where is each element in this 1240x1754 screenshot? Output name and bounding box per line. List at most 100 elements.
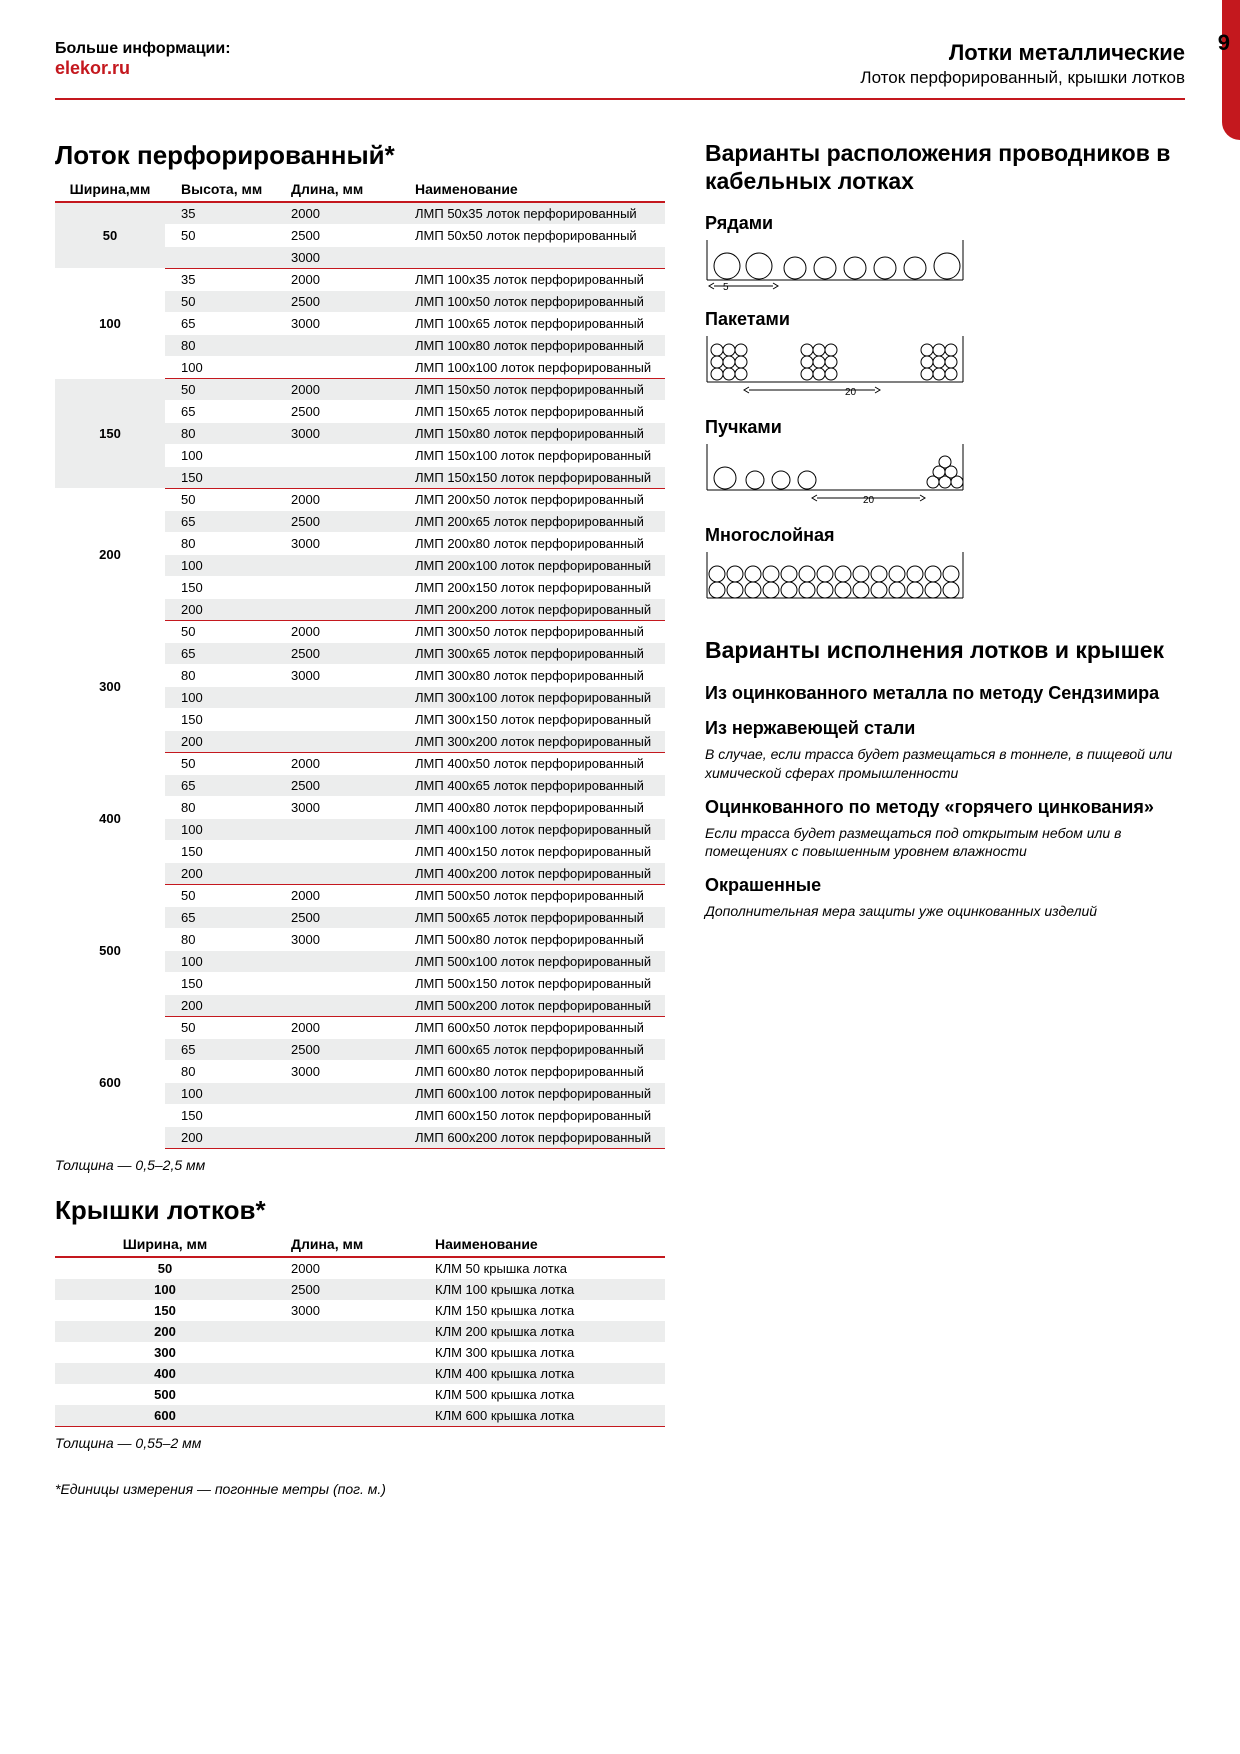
cell-name: ЛМП 600х65 лоток перфорированный (385, 1039, 665, 1061)
cell-height: 80 (165, 1061, 275, 1083)
finish-heading: Из оцинкованного металла по методу Сендз… (705, 683, 1185, 704)
cell-length (275, 731, 385, 753)
cell-height: 50 (165, 489, 275, 511)
cell-height: 80 (165, 797, 275, 819)
cell-height: 200 (165, 599, 275, 621)
cell-name: ЛМП 300х50 лоток перфорированный (385, 621, 665, 643)
page-number: 9 (1218, 30, 1230, 56)
cell-name: ЛМП 150х50 лоток перфорированный (385, 379, 665, 401)
cell-name: ЛМП 100х100 лоток перфорированный (385, 357, 665, 379)
table2-thickness-note: Толщина — 0,55–2 мм (55, 1435, 665, 1451)
cell-name: КЛМ 600 крышка лотка (405, 1405, 665, 1427)
cell-length: 2000 (275, 379, 385, 401)
cell-height: 50 (165, 753, 275, 775)
cell-length (275, 819, 385, 841)
cell-length: 2500 (275, 511, 385, 533)
cell-width: 50 (55, 1257, 275, 1279)
cell-width: 500 (55, 885, 165, 1017)
col2-name: Наименование (405, 1232, 665, 1257)
cell-name: ЛМП 500х200 лоток перфорированный (385, 995, 665, 1017)
cell-height: 100 (165, 1083, 275, 1105)
cell-name: КЛМ 500 крышка лотка (405, 1384, 665, 1405)
dim-20-label-a: 20 (845, 387, 857, 398)
cell-name: ЛМП 400х65 лоток перфорированный (385, 775, 665, 797)
site-link[interactable]: elekor.ru (55, 58, 231, 79)
cell-height: 65 (165, 907, 275, 929)
finish-heading: Оцинкованного по методу «горячего цинков… (705, 797, 1185, 818)
cell-name: ЛМП 500х50 лоток перфорированный (385, 885, 665, 907)
cell-width: 100 (55, 269, 165, 379)
finish-heading: Из нержавеющей стали (705, 718, 1185, 739)
cell-height: 150 (165, 577, 275, 599)
table-row: 500КЛМ 500 крышка лотка (55, 1384, 665, 1405)
cell-name: ЛМП 400х200 лоток перфорированный (385, 863, 665, 885)
cell-name: КЛМ 50 крышка лотка (405, 1257, 665, 1279)
table1-thickness-note: Толщина — 0,5–2,5 мм (55, 1157, 665, 1173)
cell-length: 2000 (275, 885, 385, 907)
category-title: Лотки металлические (860, 40, 1185, 66)
cell-name (385, 247, 665, 269)
cell-name: КЛМ 300 крышка лотка (405, 1342, 665, 1363)
cell-width: 300 (55, 1342, 275, 1363)
cell-width: 150 (55, 1300, 275, 1321)
table-row: 200 КЛМ 200 крышка лотка (55, 1321, 665, 1342)
cell-name: ЛМП 400х100 лоток перфорированный (385, 819, 665, 841)
table2-title: Крышки лотков* (55, 1195, 665, 1226)
cell-height: 100 (165, 555, 275, 577)
cell-name: ЛМП 50х50 лоток перфорированный (385, 225, 665, 247)
cell-height: 80 (165, 533, 275, 555)
cell-name: ЛМП 100х35 лоток перфорированный (385, 269, 665, 291)
cell-name: ЛМП 100х80 лоток перфорированный (385, 335, 665, 357)
cell-name: ЛМП 300х200 лоток перфорированный (385, 731, 665, 753)
cell-height: 50 (165, 621, 275, 643)
cell-length (275, 335, 385, 357)
cell-length (275, 1384, 405, 1405)
cell-length (275, 841, 385, 863)
cell-height: 50 (165, 291, 275, 313)
cell-name: ЛМП 500х65 лоток перфорированный (385, 907, 665, 929)
cell-name: ЛМП 150х150 лоток перфорированный (385, 467, 665, 489)
cell-name: ЛМП 150х100 лоток перфорированный (385, 445, 665, 467)
col-height: Высота, мм (165, 177, 275, 202)
table-row: 1002500КЛМ 100 крышка лотка (55, 1279, 665, 1300)
cell-length: 3000 (275, 797, 385, 819)
cell-length (275, 599, 385, 621)
cell-height: 65 (165, 1039, 275, 1061)
table-row: 300 КЛМ 300 крышка лотка (55, 1342, 665, 1363)
cell-height: 200 (165, 731, 275, 753)
cell-name: ЛМП 600х100 лоток перфорированный (385, 1083, 665, 1105)
cell-name: ЛМП 200х100 лоток перфорированный (385, 555, 665, 577)
cell-height: 35 (165, 202, 275, 225)
cell-height: 100 (165, 357, 275, 379)
cell-length (275, 1363, 405, 1384)
cell-name: ЛМП 400х80 лоток перфорированный (385, 797, 665, 819)
cell-name: КЛМ 100 крышка лотка (405, 1279, 665, 1300)
table-row: 1503000КЛМ 150 крышка лотка (55, 1300, 665, 1321)
cell-length: 3000 (275, 1061, 385, 1083)
cell-name: ЛМП 50х35 лоток перфорированный (385, 202, 665, 225)
cell-length: 2500 (275, 291, 385, 313)
cell-length: 2500 (275, 1039, 385, 1061)
cell-length: 2000 (275, 1257, 405, 1279)
cell-length (275, 995, 385, 1017)
cell-name: ЛМП 300х65 лоток перфорированный (385, 643, 665, 665)
cell-length (275, 1105, 385, 1127)
cell-name: ЛМП 200х200 лоток перфорированный (385, 599, 665, 621)
cell-height: 80 (165, 929, 275, 951)
cell-name: ЛМП 600х50 лоток перфорированный (385, 1017, 665, 1039)
cell-height: 65 (165, 401, 275, 423)
table-row: 150502000ЛМП 150х50 лоток перфорированны… (55, 379, 665, 401)
table1-title: Лоток перфорированный* (55, 140, 665, 171)
cell-length (275, 1127, 385, 1149)
cell-width: 600 (55, 1405, 275, 1427)
diagram-rows: 5 (705, 240, 1185, 295)
cell-length: 2500 (275, 643, 385, 665)
cell-name: ЛМП 500х100 лоток перфорированный (385, 951, 665, 973)
finish-body: Если трасса будет размещаться под открыт… (705, 824, 1185, 862)
cell-height: 65 (165, 511, 275, 533)
cell-name: КЛМ 200 крышка лотка (405, 1321, 665, 1342)
diagram-multilayer (705, 552, 1185, 607)
more-info-label: Больше информации: (55, 40, 231, 58)
perforated-tray-table: Ширина,мм Высота, мм Длина, мм Наименова… (55, 177, 665, 1149)
cell-width: 200 (55, 1321, 275, 1342)
